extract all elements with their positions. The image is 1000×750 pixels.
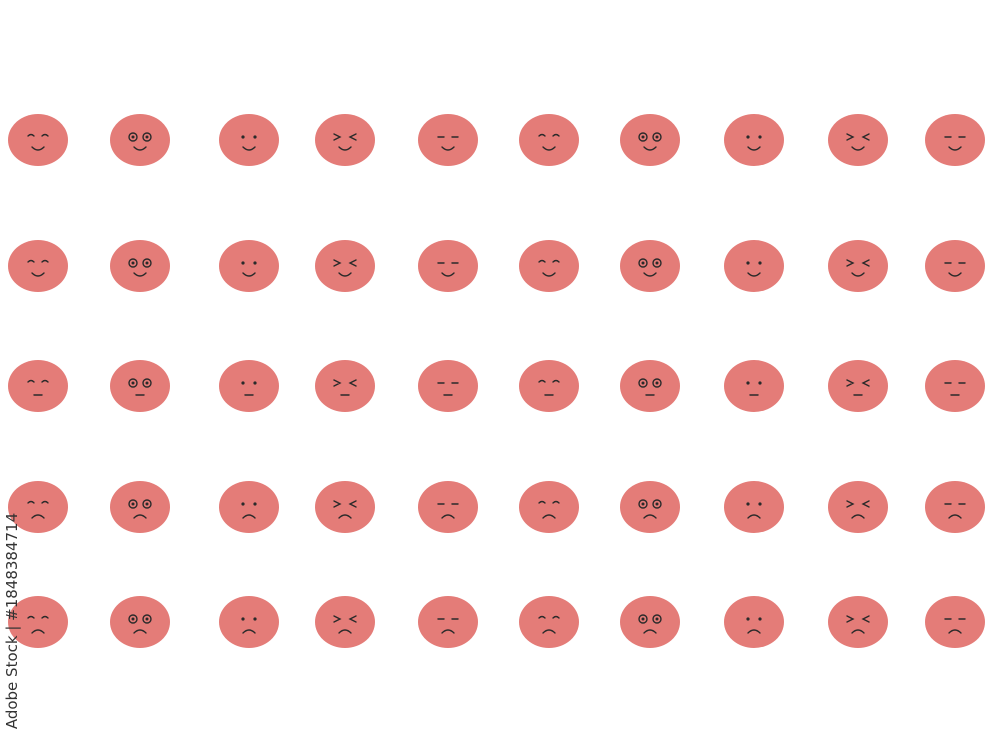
- sobbing-face-icon: [110, 481, 170, 533]
- streaming-tears-face-icon: [925, 481, 985, 533]
- tongue-star-face-icon: [620, 240, 680, 292]
- sigh-face-icon: [8, 360, 68, 412]
- gloom-face-icon: [620, 596, 680, 648]
- sparkle-face-icon: [828, 114, 888, 166]
- flushed-face-icon: [8, 596, 68, 648]
- sleepy-face-icon: [925, 240, 985, 292]
- dismay-face-icon: [724, 596, 784, 648]
- big-eyes-face-icon: [8, 240, 68, 292]
- squint-angry-face-icon: [418, 481, 478, 533]
- crying-face-icon: [8, 481, 68, 533]
- worried-face-icon: [110, 240, 170, 292]
- surprised-face-icon: [418, 360, 478, 412]
- surprised-face-icon: [219, 360, 279, 412]
- blush-face-icon: [315, 360, 375, 412]
- tearful-face-icon: [724, 481, 784, 533]
- tearful-face-icon: [828, 481, 888, 533]
- party-face-icon: [620, 114, 680, 166]
- heart-face-icon: [828, 240, 888, 292]
- startled-face-icon: [519, 596, 579, 648]
- smile-face-icon: [418, 114, 478, 166]
- relieved-face-icon: [110, 360, 170, 412]
- annoyed-face-icon: [315, 596, 375, 648]
- smile-face-icon: [8, 114, 68, 166]
- squint-face-icon: [519, 114, 579, 166]
- sweat-face-icon: [418, 596, 478, 648]
- angry-face-icon: [110, 596, 170, 648]
- distress-face-icon: [925, 596, 985, 648]
- music-face-icon: [724, 240, 784, 292]
- meh-face-icon: [724, 360, 784, 412]
- displeased-face-icon: [925, 360, 985, 412]
- heart-eyes-face-icon: [418, 240, 478, 292]
- content-face-icon: [110, 114, 170, 166]
- sad-face-icon: [519, 360, 579, 412]
- watermark: Adobe Stock | #1848384714: [3, 512, 21, 730]
- frown-face-icon: [620, 481, 680, 533]
- despair-face-icon: [828, 596, 888, 648]
- thinking-face-icon: [828, 360, 888, 412]
- angry-face-icon: [219, 596, 279, 648]
- hearts-around-face-icon: [724, 114, 784, 166]
- shock-face-icon: [315, 481, 375, 533]
- love-bouquet-face-icon: [315, 240, 375, 292]
- covering-face-icon: [219, 481, 279, 533]
- wink-face-icon: [219, 114, 279, 166]
- heart-eyes-face-icon: [519, 240, 579, 292]
- sparkle-eyes-face-icon: [219, 240, 279, 292]
- grimace-face-icon: [519, 481, 579, 533]
- kiss-face-icon: [315, 114, 375, 166]
- neutral-face-icon: [620, 360, 680, 412]
- question-face-icon: [925, 114, 985, 166]
